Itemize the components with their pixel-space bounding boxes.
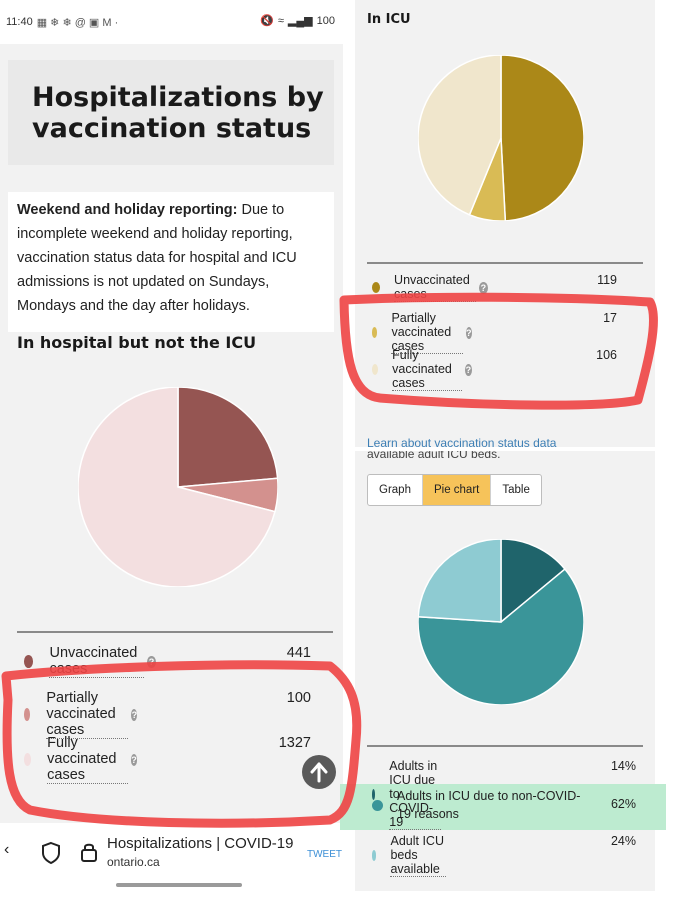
pie-slice-non-covid <box>418 568 584 705</box>
legend-label[interactable]: Partially vaccinated cases <box>46 690 129 739</box>
legend-item: Adults in ICU due to COVID-19 <box>372 759 441 830</box>
legend-value: 17 <box>603 311 617 325</box>
shield-icon[interactable] <box>40 841 62 865</box>
legend-label[interactable]: Unvaccinated cases <box>49 645 145 678</box>
legend-swatch <box>372 789 376 800</box>
lock-icon <box>81 843 97 862</box>
legend-swatch <box>24 753 32 766</box>
notice-body: Due to incomplete weekend and holiday re… <box>17 202 297 314</box>
help-icon[interactable]: ? <box>465 363 472 376</box>
pie-slice-unvaccinated <box>500 55 584 221</box>
legend-item: Adults in ICU due to non-COVID-19 reason… <box>372 787 582 823</box>
legend-swatch <box>372 364 379 375</box>
legend-value: 1327 <box>278 735 311 751</box>
gesture-handle[interactable] <box>116 883 242 887</box>
help-icon[interactable]: ? <box>130 753 138 766</box>
icu-panel: In ICU Unvaccinated cases? 119 Partially v… <box>355 0 655 447</box>
close-icon[interactable]: ‹ <box>4 841 10 858</box>
legend-value: 24% <box>610 834 636 848</box>
legend-swatch <box>24 708 31 721</box>
pie-slice-covid <box>500 539 567 624</box>
scroll-to-top-button[interactable] <box>302 755 336 789</box>
vaccination-status-link[interactable]: Learn about vaccination status data <box>367 436 557 447</box>
legend-item: Unvaccinated cases? <box>372 273 488 302</box>
legend-label: Adults in ICU due to non-COVID-19 reason… <box>397 789 581 821</box>
legend-label[interactable]: Fully vaccinated cases <box>392 348 463 391</box>
legend-label: Adults in ICU due to COVID-19 <box>389 759 441 830</box>
legend-value: 100 <box>286 690 311 706</box>
highlight-marker <box>340 784 666 830</box>
notification-icons: ▦ ❄ ❄ @ ▣ M · <box>36 16 119 29</box>
tweet-button[interactable]: TWEET <box>307 849 342 860</box>
hospital-panel: 11:40 ▦ ❄ ❄ @ ▣ M · 🔇 ≈ ▂▄▆ 100 Hospital… <box>0 0 343 900</box>
legend-divider <box>367 262 643 264</box>
help-icon[interactable]: ? <box>465 326 472 339</box>
notice-box: Weekend and holiday reporting: Due to in… <box>8 192 334 332</box>
help-icon[interactable]: ? <box>131 708 138 721</box>
pie-slice-fully-vaccinated <box>418 55 502 216</box>
legend-value: 14% <box>610 759 636 773</box>
title-box: Hospitalizations by vaccination status <box>8 60 334 165</box>
legend-swatch <box>372 799 383 811</box>
notice-bold: Weekend and holiday reporting: <box>17 202 238 218</box>
pie-slice-beds-available <box>418 539 502 623</box>
icu-heading: In ICU <box>367 12 411 27</box>
page-title: Hospitalizations by vaccination status <box>32 82 324 144</box>
help-icon[interactable]: ? <box>478 281 488 294</box>
hospital-pie-chart <box>78 387 278 587</box>
notice-text: Weekend and holiday reporting: Due to in… <box>17 198 332 318</box>
legend-item: Fully vaccinated cases? <box>24 735 138 784</box>
legend-label[interactable]: Fully vaccinated cases <box>47 735 128 784</box>
mute-icon: 🔇 <box>260 15 274 27</box>
tab-table[interactable]: Table <box>502 484 530 496</box>
pie-slice-unvaccinated <box>177 387 278 488</box>
hospital-heading: In hospital but not the ICU <box>17 333 257 352</box>
legend-label[interactable]: Unvaccinated cases <box>394 273 476 302</box>
status-bar: 11:40 ▦ ❄ ❄ @ ▣ M · 🔇 ≈ ▂▄▆ 100 <box>0 0 343 44</box>
signal-icon: ▂▄▆ <box>287 15 313 27</box>
legend-item: Adult ICU beds available <box>372 834 447 877</box>
legend-item: Unvaccinated cases? <box>24 645 156 678</box>
legend-item: Fully vaccinated cases? <box>372 348 472 391</box>
icu-pie-chart <box>418 55 584 221</box>
legend-divider <box>17 631 333 633</box>
legend-item: Partially vaccinated cases? <box>24 690 138 739</box>
legend-swatch <box>24 655 34 668</box>
legend-swatch <box>372 850 377 861</box>
help-icon[interactable]: ? <box>147 655 156 668</box>
legend-value: 106 <box>596 348 617 362</box>
browser-domain[interactable]: ontario.ca <box>107 855 160 869</box>
arrow-up-icon <box>310 762 328 783</box>
legend-value: 441 <box>286 645 311 661</box>
legend-label: Adult ICU beds available <box>390 834 447 877</box>
tab-graph[interactable]: Graph <box>368 475 423 505</box>
view-tabs: Graph Pie chart Table <box>367 474 542 506</box>
legend-divider <box>367 745 643 747</box>
beds-pie-chart <box>418 539 584 705</box>
tab-pie-chart[interactable]: Pie chart <box>422 475 492 505</box>
pie-slice-fully-vaccinated <box>78 387 276 587</box>
legend-value: 119 <box>597 273 617 287</box>
beds-intro-text: available adult ICU beds. <box>367 451 501 461</box>
status-time: 11:40 <box>6 16 33 28</box>
browser-page-title[interactable]: Hospitalizations | COVID-19 <box>107 835 294 852</box>
wifi-icon: ≈ <box>277 14 284 27</box>
battery-level: 100 <box>316 14 335 27</box>
legend-swatch <box>372 282 381 293</box>
legend-value: 62% <box>610 797 636 811</box>
legend-swatch <box>372 327 378 338</box>
browser-bottom-bar: ‹ Hospitalizations | COVID-19 ontario.ca… <box>0 823 343 900</box>
